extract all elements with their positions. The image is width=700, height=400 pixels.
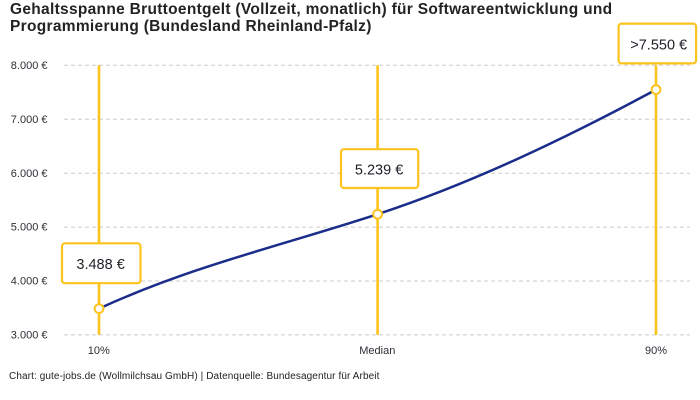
svg-text:5.000 €: 5.000 €: [11, 222, 48, 234]
svg-text:>7.550 €: >7.550 €: [630, 38, 687, 54]
svg-text:4.000 €: 4.000 €: [11, 276, 48, 288]
svg-text:3.488 €: 3.488 €: [76, 257, 124, 273]
svg-text:Median: Median: [359, 345, 395, 357]
svg-text:90%: 90%: [645, 345, 667, 357]
svg-text:5.239 €: 5.239 €: [355, 162, 403, 178]
svg-text:3.000 €: 3.000 €: [11, 330, 48, 342]
svg-text:8.000 €: 8.000 €: [11, 60, 48, 72]
svg-text:7.000 €: 7.000 €: [11, 114, 48, 126]
svg-text:10%: 10%: [88, 345, 110, 357]
svg-text:6.000 €: 6.000 €: [11, 168, 48, 180]
